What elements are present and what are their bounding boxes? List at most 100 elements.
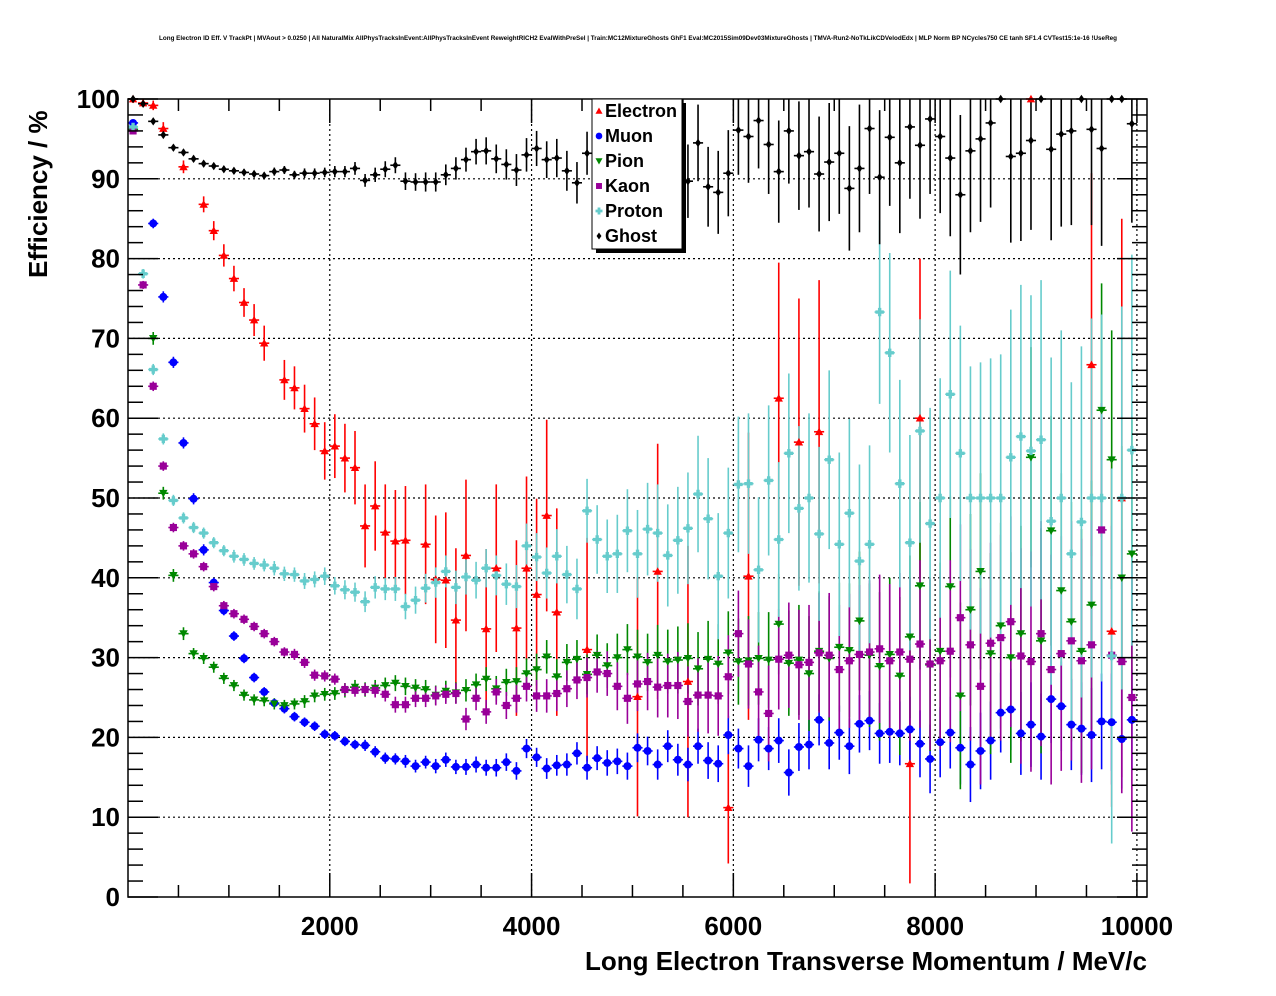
data-point-pion xyxy=(542,653,551,662)
data-point-ghost xyxy=(866,124,873,133)
data-point-ghost xyxy=(170,143,177,152)
y-tick-label: 100 xyxy=(77,84,120,114)
data-point-ghost xyxy=(493,154,500,164)
data-point-proton xyxy=(592,535,602,544)
data-point-muon xyxy=(623,762,632,771)
data-point-pion xyxy=(330,690,340,698)
data-point-kaon xyxy=(815,649,823,657)
data-point-ghost xyxy=(291,170,298,180)
data-point-proton xyxy=(774,535,783,544)
data-point-muon xyxy=(351,740,359,749)
data-point-pion xyxy=(391,679,400,688)
data-point-muon xyxy=(694,742,703,751)
data-point-kaon xyxy=(906,655,914,663)
data-point-pion xyxy=(653,651,662,660)
data-point-muon xyxy=(603,758,612,767)
data-point-kaon xyxy=(1098,526,1106,534)
data-point-ghost xyxy=(463,155,469,164)
data-point-pion xyxy=(714,660,723,669)
data-point-electron xyxy=(340,453,350,462)
x-tick-label: 2000 xyxy=(301,911,359,941)
data-point-kaon xyxy=(462,715,470,723)
data-point-proton xyxy=(814,529,824,539)
data-point-kaon xyxy=(573,676,581,684)
data-point-proton xyxy=(855,556,864,566)
data-point-ghost xyxy=(886,133,893,142)
data-point-muon xyxy=(855,719,864,728)
data-point-pion xyxy=(290,700,299,709)
data-point-pion xyxy=(572,655,582,664)
data-point-muon xyxy=(159,292,168,301)
data-point-ghost xyxy=(432,177,439,187)
data-point-kaon xyxy=(381,690,389,698)
data-point-proton xyxy=(330,581,340,590)
data-point-muon xyxy=(260,687,269,696)
data-point-ghost xyxy=(241,168,247,177)
x-tick-label: 4000 xyxy=(503,911,561,941)
data-point-proton xyxy=(1067,549,1076,559)
legend-label-pion: Pion xyxy=(605,151,644,171)
data-point-muon xyxy=(936,738,945,747)
data-point-ghost xyxy=(1017,149,1024,158)
data-point-ghost xyxy=(1007,152,1014,161)
data-point-electron xyxy=(441,575,451,584)
data-point-proton xyxy=(320,572,329,581)
data-point-ghost xyxy=(321,168,328,177)
data-point-kaon xyxy=(482,708,490,716)
data-point-pion xyxy=(703,655,713,664)
data-point-kaon xyxy=(765,709,773,718)
data-point-kaon xyxy=(664,681,672,690)
data-point-proton xyxy=(663,551,672,560)
data-point-proton xyxy=(1036,435,1046,444)
data-point-muon xyxy=(361,741,370,750)
data-point-pion xyxy=(179,630,188,638)
data-point-pion xyxy=(1046,527,1056,535)
data-point-muon xyxy=(552,761,561,770)
data-point-proton xyxy=(290,570,299,579)
data-point-proton xyxy=(1097,493,1106,503)
data-point-proton xyxy=(895,479,905,488)
data-point-ghost xyxy=(271,167,278,176)
data-point-pion xyxy=(199,655,208,663)
data-point-kaon xyxy=(321,672,329,680)
data-point-electron xyxy=(421,540,430,548)
data-point-electron xyxy=(209,226,218,235)
data-point-ghost xyxy=(281,165,288,175)
data-point-proton xyxy=(159,434,168,444)
data-point-muon xyxy=(805,740,814,749)
data-point-muon xyxy=(744,762,753,771)
data-point-kaon xyxy=(210,583,218,591)
data-point-kaon xyxy=(734,630,742,638)
data-point-pion xyxy=(754,655,763,663)
data-point-muon xyxy=(1016,729,1025,738)
data-point-pion xyxy=(1067,618,1076,626)
data-point-electron xyxy=(1087,360,1096,369)
data-point-electron xyxy=(512,623,521,632)
data-point-electron xyxy=(290,383,299,392)
data-point-proton xyxy=(693,489,703,499)
data-point-kaon xyxy=(351,686,359,694)
data-point-electron xyxy=(492,564,501,572)
legend-marker-kaon xyxy=(596,183,602,189)
data-point-ghost xyxy=(1058,129,1065,139)
data-point-proton xyxy=(381,584,390,594)
data-point-ghost xyxy=(765,140,772,149)
data-point-kaon xyxy=(1128,693,1136,702)
data-point-muon xyxy=(996,708,1005,717)
data-point-ghost xyxy=(745,132,752,141)
data-point-ghost xyxy=(705,182,712,191)
data-point-proton xyxy=(522,541,531,551)
data-point-ghost xyxy=(755,116,762,125)
y-axis-label: Efficiency / % xyxy=(23,110,53,278)
data-point-proton xyxy=(754,565,763,575)
data-point-proton xyxy=(996,493,1005,503)
x-tick-label: 6000 xyxy=(704,911,762,941)
data-point-muon xyxy=(391,754,400,763)
data-point-kaon xyxy=(623,694,631,702)
data-point-muon xyxy=(946,728,955,737)
data-point-ghost xyxy=(826,157,833,167)
data-point-proton xyxy=(845,508,854,518)
data-point-ghost xyxy=(422,177,429,187)
data-point-ghost xyxy=(210,161,217,171)
data-point-pion xyxy=(603,662,612,670)
